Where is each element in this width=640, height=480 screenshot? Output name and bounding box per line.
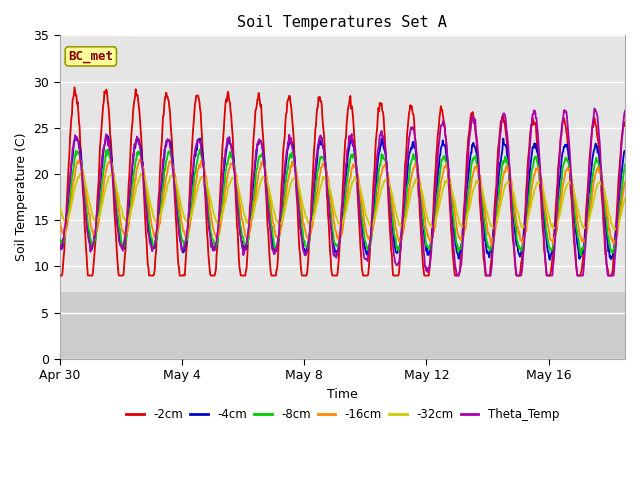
-16cm — [487, 243, 495, 249]
-4cm — [309, 203, 317, 209]
-16cm — [109, 167, 116, 173]
-8cm — [347, 152, 355, 157]
Theta_Temp — [453, 273, 461, 278]
-8cm — [381, 157, 388, 163]
-4cm — [381, 148, 388, 154]
-16cm — [339, 226, 347, 232]
-16cm — [347, 171, 355, 177]
-8cm — [104, 146, 112, 152]
Line: -4cm: -4cm — [60, 136, 625, 260]
Theta_Temp — [108, 168, 116, 174]
-4cm — [347, 136, 355, 142]
-32cm — [339, 218, 347, 224]
-32cm — [381, 178, 388, 183]
-8cm — [438, 156, 445, 162]
X-axis label: Time: Time — [327, 388, 358, 401]
-32cm — [347, 183, 355, 189]
-2cm — [309, 172, 317, 178]
Y-axis label: Soil Temperature (C): Soil Temperature (C) — [15, 133, 28, 261]
-16cm — [76, 156, 83, 162]
-2cm — [381, 134, 388, 140]
-16cm — [621, 179, 629, 184]
-8cm — [339, 222, 347, 228]
Line: -16cm: -16cm — [60, 159, 625, 246]
-2cm — [70, 84, 78, 90]
Legend: -2cm, -4cm, -8cm, -16cm, -32cm, Theta_Temp: -2cm, -4cm, -8cm, -16cm, -32cm, Theta_Te… — [121, 403, 564, 426]
Bar — [60, 292, 625, 359]
-2cm — [339, 184, 347, 190]
-4cm — [546, 257, 554, 263]
-8cm — [577, 253, 585, 259]
-32cm — [621, 195, 629, 201]
-4cm — [104, 133, 111, 139]
Theta_Temp — [621, 108, 629, 114]
-32cm — [438, 192, 445, 198]
Line: Theta_Temp: Theta_Temp — [60, 108, 625, 276]
-2cm — [621, 121, 629, 127]
-2cm — [109, 177, 116, 182]
-32cm — [309, 217, 317, 223]
-4cm — [621, 148, 629, 154]
-2cm — [438, 107, 445, 113]
-2cm — [56, 273, 64, 278]
Theta_Temp — [339, 206, 346, 212]
Text: BC_met: BC_met — [68, 50, 113, 63]
-16cm — [309, 221, 317, 227]
-32cm — [56, 204, 64, 210]
-8cm — [309, 216, 317, 222]
Title: Soil Temperatures Set A: Soil Temperatures Set A — [237, 15, 447, 30]
-16cm — [56, 218, 64, 224]
Theta_Temp — [380, 139, 388, 145]
Line: -2cm: -2cm — [60, 87, 625, 276]
-16cm — [381, 162, 388, 168]
-2cm — [347, 106, 355, 111]
-32cm — [611, 227, 619, 233]
Line: -32cm: -32cm — [60, 173, 625, 230]
Line: -8cm: -8cm — [60, 149, 625, 256]
-8cm — [621, 162, 629, 168]
Theta_Temp — [591, 106, 598, 111]
-16cm — [438, 177, 445, 182]
-4cm — [109, 168, 116, 174]
Theta_Temp — [346, 133, 354, 139]
Theta_Temp — [437, 122, 445, 128]
-8cm — [56, 236, 64, 242]
Theta_Temp — [56, 243, 64, 249]
-32cm — [77, 170, 84, 176]
-32cm — [109, 173, 116, 179]
-4cm — [56, 245, 64, 251]
Theta_Temp — [308, 203, 316, 209]
-4cm — [339, 205, 347, 211]
-8cm — [109, 167, 116, 172]
-4cm — [438, 144, 445, 149]
